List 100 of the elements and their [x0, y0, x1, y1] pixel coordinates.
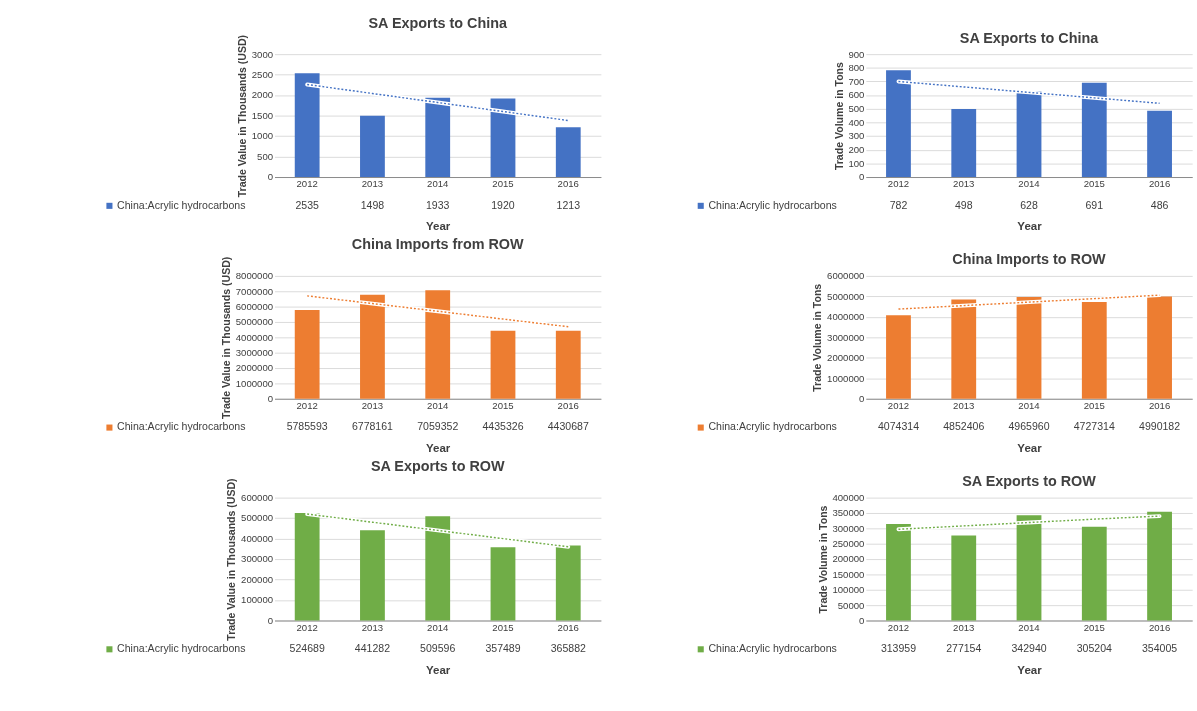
chart-title: China Imports to ROW	[952, 251, 1107, 268]
x-tick-label: 2013	[361, 178, 384, 190]
y-tick-label: 400000	[832, 492, 865, 503]
y-tick-label: 1000000	[235, 377, 274, 389]
data-label: 509596	[420, 642, 456, 655]
x-tick-label: 2014	[1018, 399, 1041, 411]
data-label: 7059352	[417, 420, 459, 433]
data-label: 524689	[289, 642, 325, 655]
data-label: 1213	[556, 198, 581, 211]
y-tick-label: 300	[848, 130, 865, 142]
legend-label: China:Acrylic hydrocarbons	[708, 420, 837, 433]
y-tick-label: 400	[848, 116, 865, 128]
y-tick-label: 0	[859, 614, 865, 626]
data-label: 1933	[425, 198, 450, 211]
data-label: 342940	[1011, 642, 1047, 655]
x-axis-title: Year	[426, 663, 451, 676]
data-label: 4435326	[482, 420, 524, 433]
data-label: 357489	[485, 642, 521, 655]
x-tick-label: 2014	[427, 621, 450, 633]
chart-title: SA Exports to China	[959, 29, 1100, 46]
data-label: 782	[889, 198, 908, 211]
x-tick-label: 2012	[887, 178, 910, 190]
y-axis-title: Trade Volume in Tons	[811, 283, 824, 392]
legend-label: China:Acrylic hydrocarbons	[708, 642, 837, 655]
x-axis-title: Year	[426, 220, 451, 233]
chart-title: SA Exports to ROW	[370, 458, 505, 475]
y-tick-label: 0	[859, 171, 865, 183]
y-axis-title: Trade Volume in Tons	[816, 505, 829, 614]
y-tick-label: 6000000	[235, 300, 274, 312]
data-label: 4430687	[547, 420, 589, 433]
data-label: 4965960	[1008, 420, 1050, 433]
y-tick-label: 3000000	[235, 347, 274, 359]
y-tick-label: 5000000	[827, 290, 865, 302]
y-tick-label: 6000000	[827, 270, 865, 282]
x-tick-label: 2012	[296, 178, 318, 190]
chart-title: SA Exports to ROW	[962, 473, 1097, 490]
y-tick-label: 600000	[241, 492, 274, 503]
data-label: 4727314	[1073, 420, 1115, 433]
data-label: 441282	[354, 642, 391, 655]
legend-label: China:Acrylic hydrocarbons	[117, 420, 246, 433]
y-tick-label: 7000000	[235, 285, 274, 297]
data-label: 365882	[550, 642, 586, 655]
x-tick-label: 2014	[427, 178, 450, 190]
x-tick-label: 2013	[953, 178, 975, 190]
x-tick-label: 2014	[1018, 178, 1041, 190]
y-tick-label: 2500	[251, 69, 274, 81]
y-tick-label: 200000	[832, 553, 865, 565]
x-tick-label: 2015	[492, 178, 514, 190]
y-tick-label: 3000	[251, 48, 274, 60]
y-tick-label: 4000000	[235, 331, 274, 343]
data-label: 2535	[295, 198, 320, 211]
x-tick-label: 2012	[887, 621, 910, 633]
y-tick-label: 400000	[241, 532, 274, 544]
data-label: 1498	[360, 198, 385, 211]
data-label: 5785593	[286, 420, 328, 433]
y-tick-label: 0	[267, 393, 274, 405]
data-label: 486	[1150, 198, 1169, 211]
y-tick-label: 700	[848, 75, 865, 87]
x-tick-label: 2012	[296, 621, 318, 633]
x-tick-label: 2015	[492, 399, 514, 411]
x-tick-label: 2016	[557, 178, 579, 190]
x-tick-label: 2015	[492, 621, 514, 633]
y-tick-label: 200000	[241, 573, 274, 585]
y-tick-label: 1000000	[827, 372, 865, 384]
x-tick-label: 2016	[557, 399, 579, 411]
x-tick-label: 2012	[296, 399, 318, 411]
y-axis-title: Trade Value in Thousands (USD)	[225, 478, 238, 641]
data-label: 305204	[1076, 642, 1113, 655]
y-tick-label: 500	[257, 150, 274, 162]
y-tick-label: 100000	[241, 594, 274, 606]
x-tick-label: 2013	[953, 399, 975, 411]
y-tick-label: 8000000	[235, 270, 274, 282]
y-tick-label: 100	[848, 157, 865, 169]
y-tick-label: 2000000	[235, 362, 274, 374]
y-tick-label: 100000	[832, 584, 865, 596]
x-axis-title: Year	[426, 442, 451, 455]
x-tick-label: 2014	[427, 399, 450, 411]
x-tick-label: 2016	[1148, 178, 1171, 190]
x-tick-label: 2015	[1083, 399, 1105, 411]
y-tick-label: 200	[848, 144, 865, 156]
y-tick-label: 250000	[832, 538, 865, 550]
y-tick-label: 2000000	[827, 352, 865, 364]
data-label: 498	[954, 198, 973, 211]
chart-title: SA Exports to China	[368, 14, 508, 31]
y-tick-label: 900	[848, 48, 865, 60]
data-label: 4990182	[1139, 420, 1181, 433]
legend-label: China:Acrylic hydrocarbons	[117, 198, 246, 211]
x-axis-title: Year	[1017, 663, 1043, 676]
y-tick-label: 0	[267, 614, 274, 626]
x-tick-label: 2016	[1148, 621, 1171, 633]
data-label: 277154	[946, 642, 982, 655]
y-tick-label: 350000	[832, 507, 865, 519]
y-tick-label: 500	[848, 103, 865, 115]
x-tick-label: 2012	[887, 399, 910, 411]
x-tick-label: 2015	[1083, 178, 1105, 190]
y-tick-label: 0	[859, 393, 865, 405]
x-axis-title: Year	[1017, 220, 1043, 233]
x-tick-label: 2013	[953, 621, 975, 633]
x-tick-label: 2016	[557, 621, 579, 633]
y-tick-label: 0	[267, 171, 274, 183]
